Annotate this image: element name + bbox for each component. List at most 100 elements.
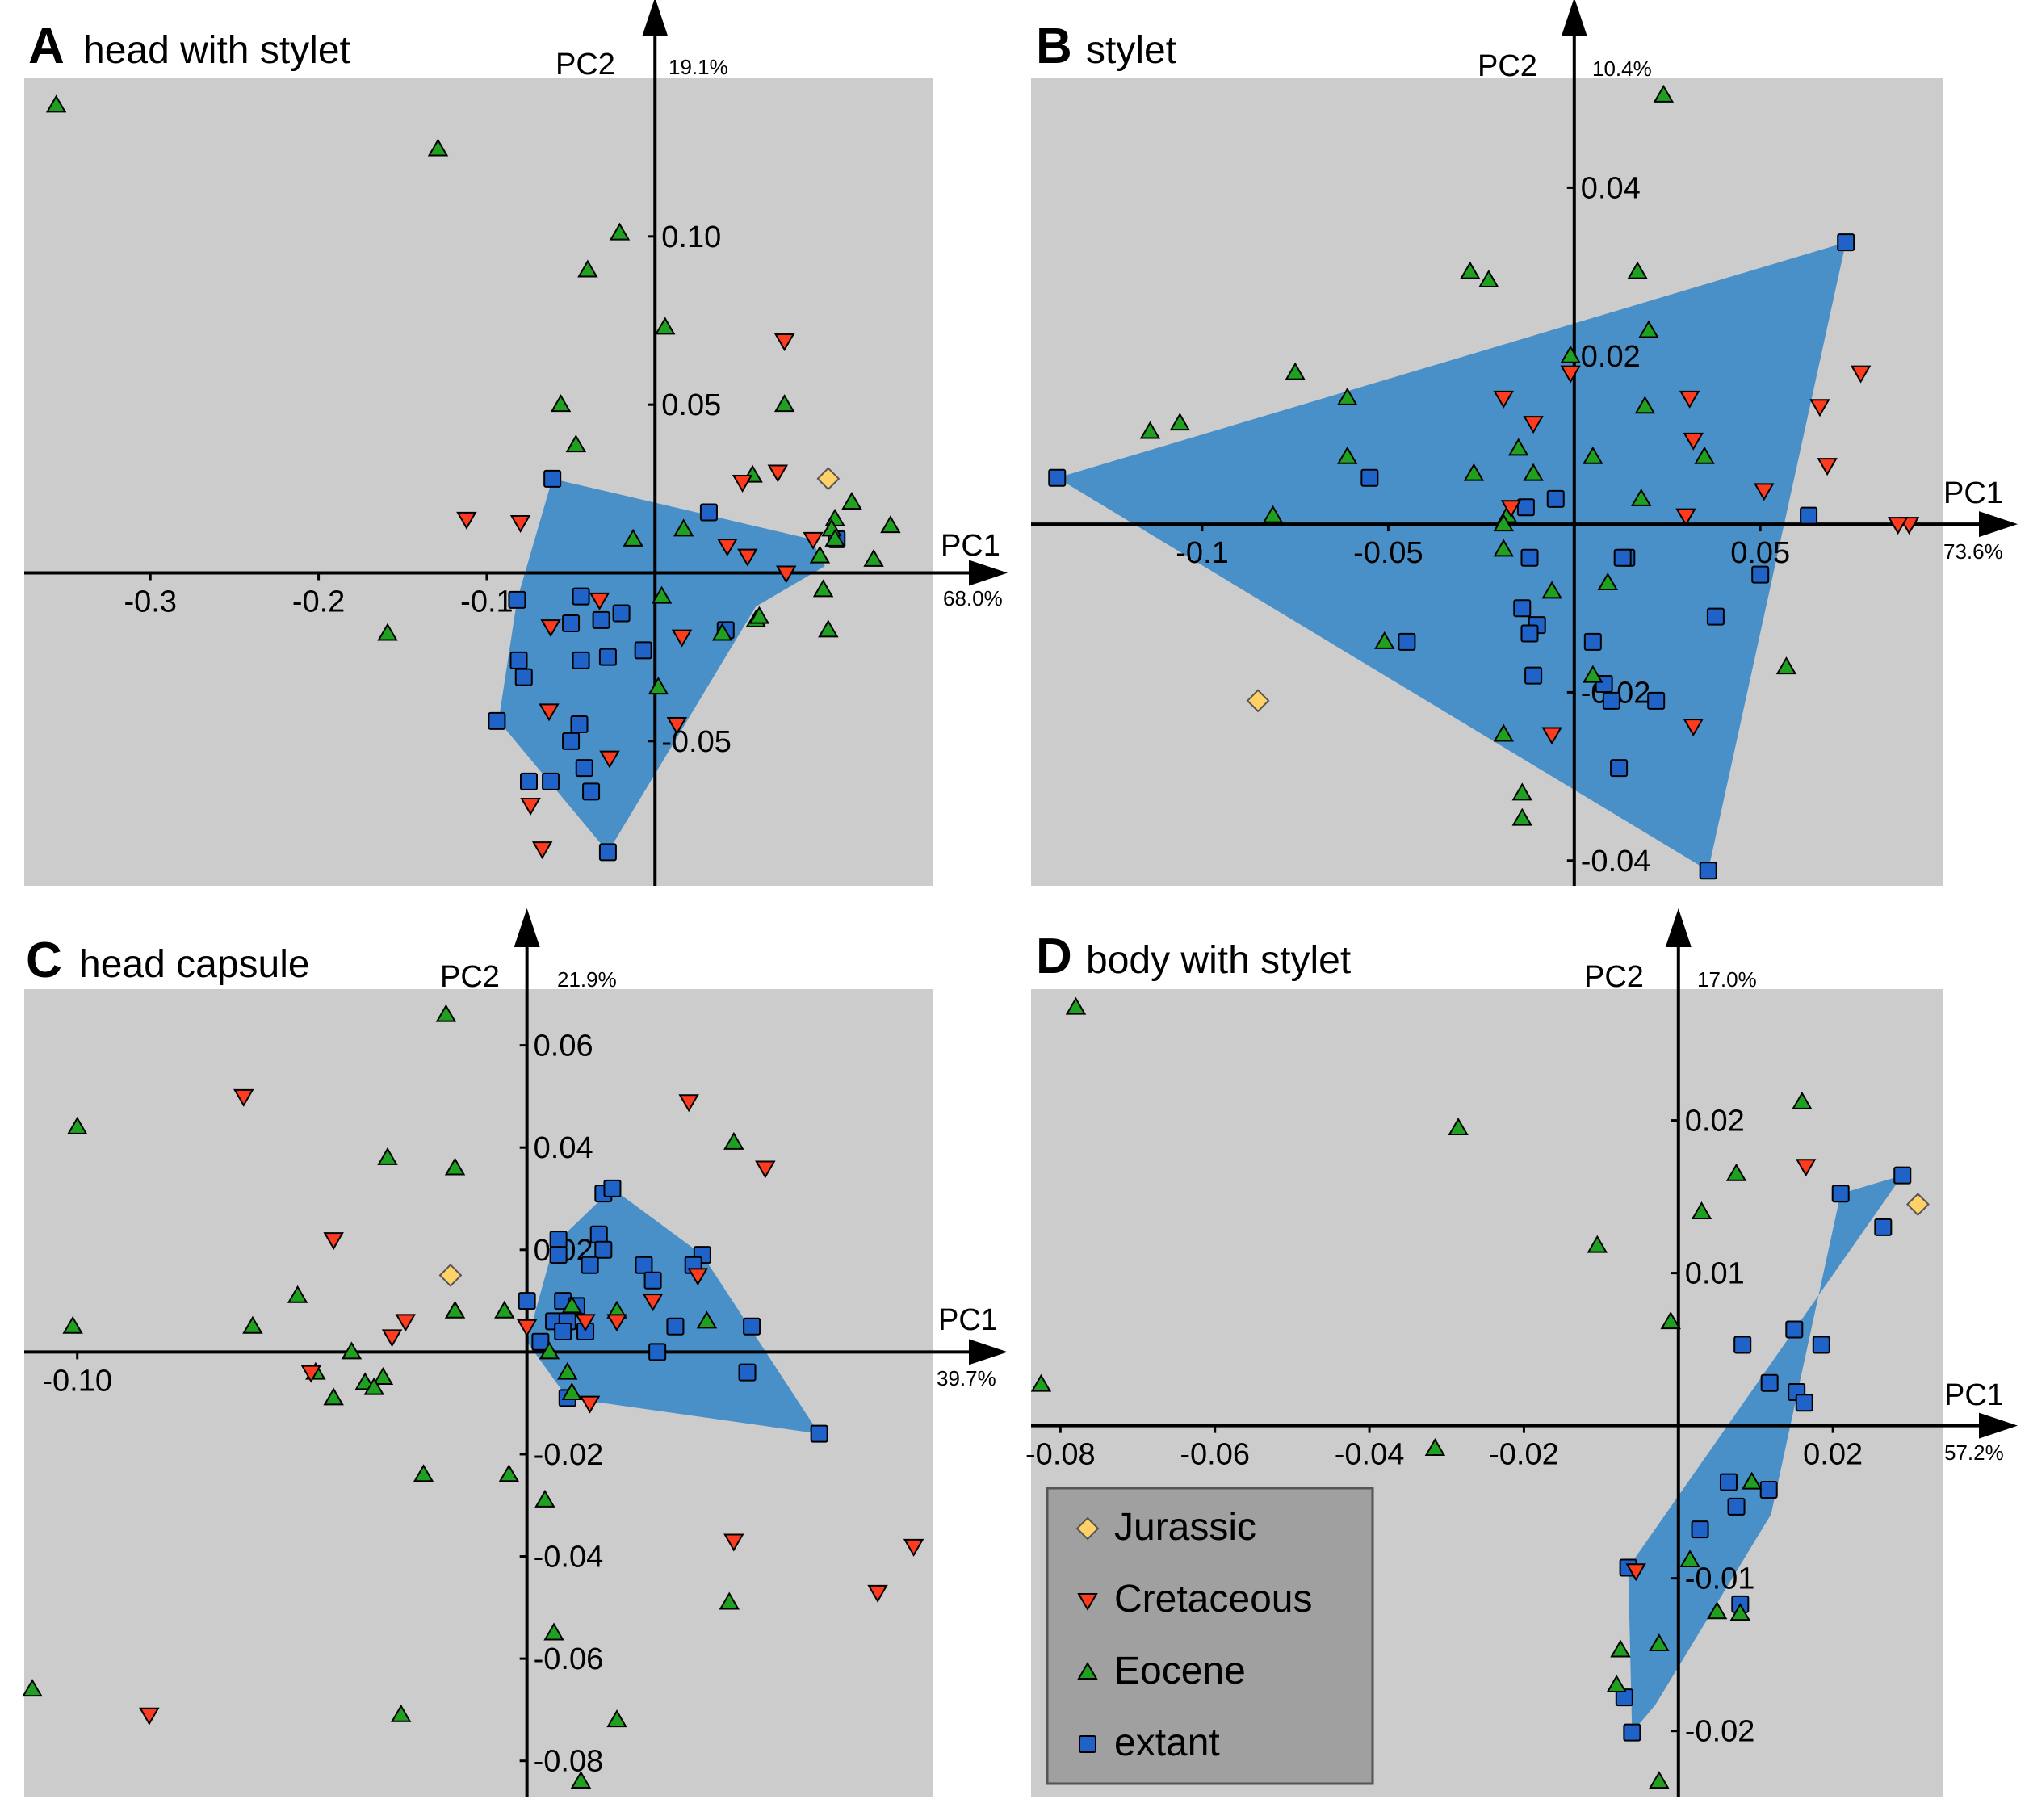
point-cretaceous bbox=[1500, 500, 1522, 518]
point-cretaceous bbox=[642, 1294, 664, 1312]
x-axis-arrow bbox=[1979, 1412, 2018, 1439]
point-eocene bbox=[1493, 514, 1514, 532]
y-tick-label: 0.05 bbox=[661, 388, 721, 422]
y-axis-variance: 10.4% bbox=[1592, 57, 1652, 81]
point-eocene bbox=[1336, 387, 1358, 405]
point-eocene bbox=[1448, 1118, 1469, 1136]
point-eocene bbox=[377, 623, 398, 641]
point-eocene bbox=[242, 1315, 263, 1334]
point-eocene bbox=[1336, 446, 1358, 464]
point-eocene bbox=[570, 1771, 592, 1789]
point-eocene bbox=[648, 677, 669, 695]
x-tick-label: -0.05 bbox=[1353, 536, 1423, 570]
point-cretaceous bbox=[516, 1319, 538, 1337]
point-eocene bbox=[1169, 413, 1191, 431]
point-cretaceous bbox=[1817, 458, 1838, 476]
legend-label-eocene: Eocene bbox=[1114, 1650, 1246, 1692]
panel-title: head capsule bbox=[79, 943, 310, 986]
point-cretaceous bbox=[717, 539, 738, 557]
point-jurassic bbox=[816, 467, 841, 491]
point-eocene bbox=[427, 138, 449, 157]
y-tick-label: -0.04 bbox=[534, 1541, 604, 1575]
point-eocene bbox=[534, 1489, 555, 1508]
point-extant bbox=[1785, 1320, 1804, 1339]
x-tick-label: 0.02 bbox=[1803, 1438, 1863, 1472]
point-extant bbox=[1760, 1373, 1779, 1392]
point-eocene bbox=[1741, 1471, 1763, 1490]
point-eocene bbox=[1694, 446, 1715, 464]
y-axis-label: PC2 bbox=[1584, 960, 1644, 994]
point-extant bbox=[531, 1332, 550, 1351]
point-extant bbox=[1516, 498, 1535, 517]
point-eocene bbox=[1631, 488, 1652, 506]
point-eocene bbox=[1541, 581, 1562, 599]
point-eocene bbox=[880, 515, 901, 534]
point-cretaceous bbox=[456, 511, 477, 530]
point-eocene bbox=[1065, 996, 1087, 1015]
point-extant bbox=[592, 610, 610, 629]
panel-b: B stylet -0.1-0.050.050.040.02-0.02-0.04… bbox=[1031, 0, 2018, 886]
point-extant bbox=[612, 604, 631, 623]
point-cretaceous bbox=[539, 703, 560, 722]
point-extant bbox=[594, 1240, 613, 1259]
x-tick-label: -0.04 bbox=[1335, 1438, 1405, 1472]
point-eocene bbox=[444, 1300, 466, 1319]
point-extant bbox=[1719, 1473, 1738, 1491]
point-cretaceous bbox=[737, 548, 758, 567]
x-tick-label: -0.3 bbox=[124, 585, 177, 619]
point-cretaceous bbox=[755, 1160, 776, 1179]
point-extant bbox=[582, 782, 601, 801]
point-cretaceous bbox=[671, 629, 693, 648]
y-axis-label: PC2 bbox=[440, 960, 500, 994]
point-extant bbox=[1398, 632, 1416, 651]
point-extant bbox=[738, 1363, 757, 1382]
point-extant bbox=[1751, 565, 1770, 584]
point-extant bbox=[1513, 599, 1532, 618]
point-eocene bbox=[577, 259, 598, 278]
point-cretaceous bbox=[767, 464, 789, 483]
point-eocene bbox=[1660, 1311, 1681, 1330]
point-eocene bbox=[1597, 572, 1618, 590]
point-cretaceous bbox=[687, 1268, 709, 1286]
x-tick-label: -0.1 bbox=[460, 585, 513, 619]
point-eocene bbox=[413, 1464, 434, 1482]
point-eocene bbox=[696, 1310, 718, 1329]
point-cretaceous bbox=[395, 1314, 417, 1332]
point-extant bbox=[1583, 632, 1602, 651]
x-axis-label: PC1 bbox=[1943, 476, 2003, 510]
point-cretaceous bbox=[903, 1538, 924, 1557]
y-tick-label: 0.02 bbox=[1685, 1105, 1745, 1139]
point-extant bbox=[549, 1246, 568, 1264]
y-tick-label: 0.04 bbox=[534, 1131, 593, 1165]
point-eocene bbox=[623, 528, 643, 547]
point-extant bbox=[1837, 233, 1855, 252]
point-eocene bbox=[748, 606, 770, 624]
point-extant bbox=[743, 1317, 761, 1336]
point-extant bbox=[1795, 1394, 1813, 1412]
panel-title: body with stylet bbox=[1086, 939, 1351, 982]
point-eocene bbox=[1523, 463, 1544, 481]
point-extant bbox=[810, 1424, 828, 1443]
point-eocene bbox=[390, 1704, 412, 1722]
point-cretaceous bbox=[678, 1094, 699, 1113]
point-extant bbox=[1733, 1336, 1752, 1354]
point-eocene bbox=[606, 1709, 627, 1728]
x-axis-variance: 68.0% bbox=[943, 586, 1003, 610]
point-extant bbox=[1520, 624, 1539, 643]
point-cretaceous bbox=[1523, 416, 1544, 434]
plot-area bbox=[24, 989, 933, 1797]
point-extant bbox=[1831, 1185, 1850, 1203]
point-eocene bbox=[1792, 1091, 1813, 1109]
point-eocene bbox=[45, 94, 67, 113]
point-eocene bbox=[863, 548, 884, 567]
point-extant bbox=[589, 1225, 608, 1243]
point-cretaceous bbox=[1809, 399, 1830, 417]
y-tick-label: 0.02 bbox=[1581, 340, 1641, 374]
point-extant bbox=[1360, 468, 1379, 487]
point-eocene bbox=[1511, 807, 1533, 826]
point-eocene bbox=[1606, 1675, 1627, 1693]
legend: Jurassic Cretaceous Eocene extant bbox=[1046, 1487, 1374, 1785]
y-tick-label: -0.08 bbox=[534, 1745, 604, 1779]
point-eocene bbox=[1725, 1163, 1747, 1181]
